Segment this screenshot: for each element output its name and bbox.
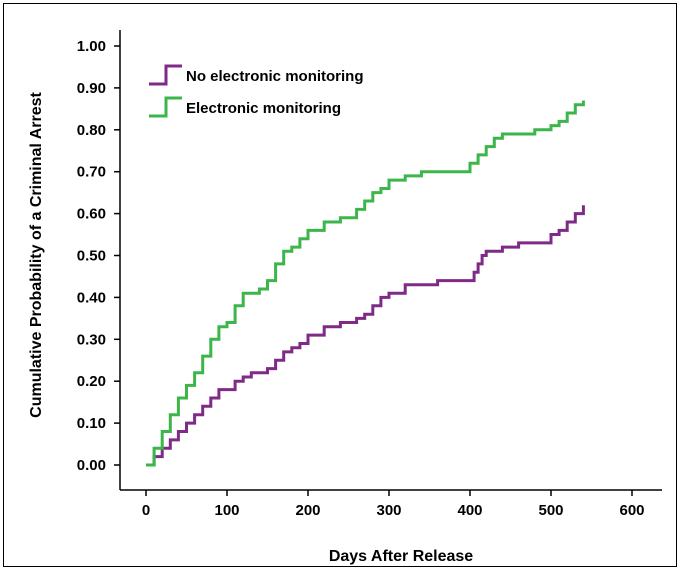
legend: No electronic monitoring Electronic moni… [149, 64, 364, 118]
x-tick-label: 300 [376, 502, 401, 519]
x-tick-label: 600 [619, 502, 644, 519]
chart-frame [3, 3, 677, 567]
series-line-electronic-monitoring [146, 100, 585, 467]
y-axis-ticks: 0.00 0.10 0.20 0.30 0.40 0.50 0.60 0.70 0.80 0.90… [77, 38, 120, 474]
y-tick-label: 0.70 [77, 164, 106, 181]
axes [119, 30, 662, 491]
x-tick-label: 400 [457, 502, 482, 519]
y-tick-label: 0.40 [77, 289, 106, 306]
x-tick-label: 100 [214, 502, 239, 519]
y-tick-label: 0.80 [77, 122, 106, 139]
series-layer [146, 100, 585, 467]
x-tick-label: 200 [295, 502, 320, 519]
x-tick-label: 500 [538, 502, 563, 519]
x-axis-label: Days After Release [329, 548, 473, 565]
x-axis-ticks: 0 100 200 300 400 500 600 [142, 490, 645, 519]
y-tick-label: 0.90 [77, 80, 106, 97]
x-tick-label: 0 [142, 502, 150, 519]
legend-symbol-no-electronic-monitoring [149, 64, 182, 86]
y-tick-label: 0.50 [77, 248, 106, 265]
y-tick-label: 0.00 [77, 457, 106, 474]
legend-label-no-electronic-monitoring: No electronic monitoring [186, 68, 364, 85]
legend-symbol-electronic-monitoring [149, 96, 182, 118]
y-tick-label: 1.00 [77, 38, 106, 55]
legend-label-electronic-monitoring: Electronic monitoring [186, 100, 341, 117]
y-tick-label: 0.20 [77, 373, 106, 390]
y-tick-label: 0.30 [77, 331, 106, 348]
y-tick-label: 0.60 [77, 206, 106, 223]
y-axis-label: Cumulative Probability of a Criminal Arr… [28, 91, 45, 417]
series-line-no-electronic-monitoring [146, 205, 585, 467]
y-tick-label: 0.10 [77, 415, 106, 432]
